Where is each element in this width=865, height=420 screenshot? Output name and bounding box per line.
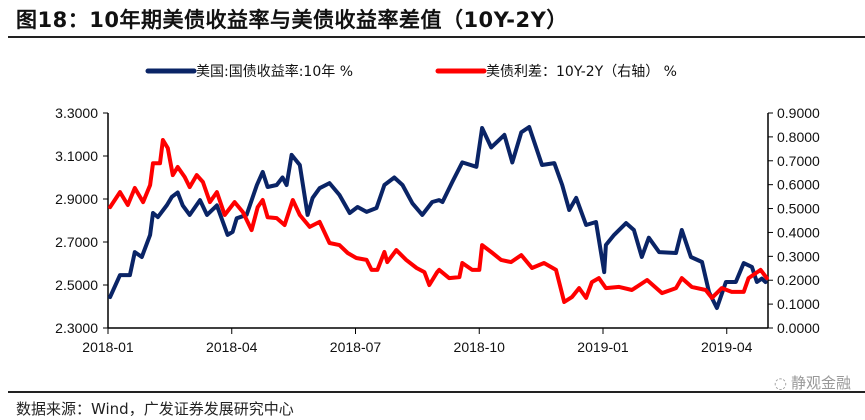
x-tick-label: 2018-10	[454, 339, 506, 355]
source-note: 数据来源：Wind，广发证券发展研究中心	[16, 400, 294, 418]
legend-label: 美国:国债收益率:10年 %	[196, 63, 353, 80]
x-tick-label: 2019-04	[701, 339, 753, 355]
right-tick-label: 0.8000	[777, 129, 820, 145]
chart-title: 图18：10年期美债收益率与美债收益率差值（10Y-2Y）	[16, 8, 568, 32]
right-tick-label: 0.2000	[777, 272, 820, 288]
x-tick-label: 2018-07	[330, 339, 382, 355]
right-tick-label: 0.6000	[777, 177, 820, 193]
right-tick-label: 0.9000	[777, 105, 820, 121]
left-tick-label: 2.9000	[55, 191, 98, 207]
left-tick-label: 2.7000	[55, 234, 98, 250]
watermark-text: 静观金融	[790, 374, 851, 392]
series-line-spread	[108, 138, 769, 304]
legend-label: 美债利差：10Y-2Y（右轴） %	[486, 64, 677, 80]
right-tick-label: 0.4000	[777, 224, 820, 240]
left-tick-label: 3.1000	[55, 148, 98, 164]
right-tick-label: 0.7000	[777, 153, 820, 169]
left-tick-label: 3.3000	[55, 105, 98, 121]
x-tick-label: 2019-01	[577, 339, 629, 355]
x-tick-label: 2018-04	[206, 339, 258, 355]
right-tick-label: 0.0000	[777, 320, 820, 336]
title-divider	[8, 36, 865, 38]
right-tick-label: 0.3000	[777, 248, 820, 264]
left-tick-label: 2.3000	[55, 320, 98, 336]
wechat-icon: ◌	[773, 373, 787, 392]
series-line-us10y	[108, 125, 768, 310]
right-tick-label: 0.1000	[777, 296, 820, 312]
left-tick-label: 2.5000	[55, 277, 98, 293]
watermark: ◌ 静观金融	[774, 372, 851, 393]
x-tick-label: 2018-01	[82, 339, 134, 355]
right-tick-label: 0.5000	[777, 201, 820, 217]
source-divider	[8, 391, 865, 393]
